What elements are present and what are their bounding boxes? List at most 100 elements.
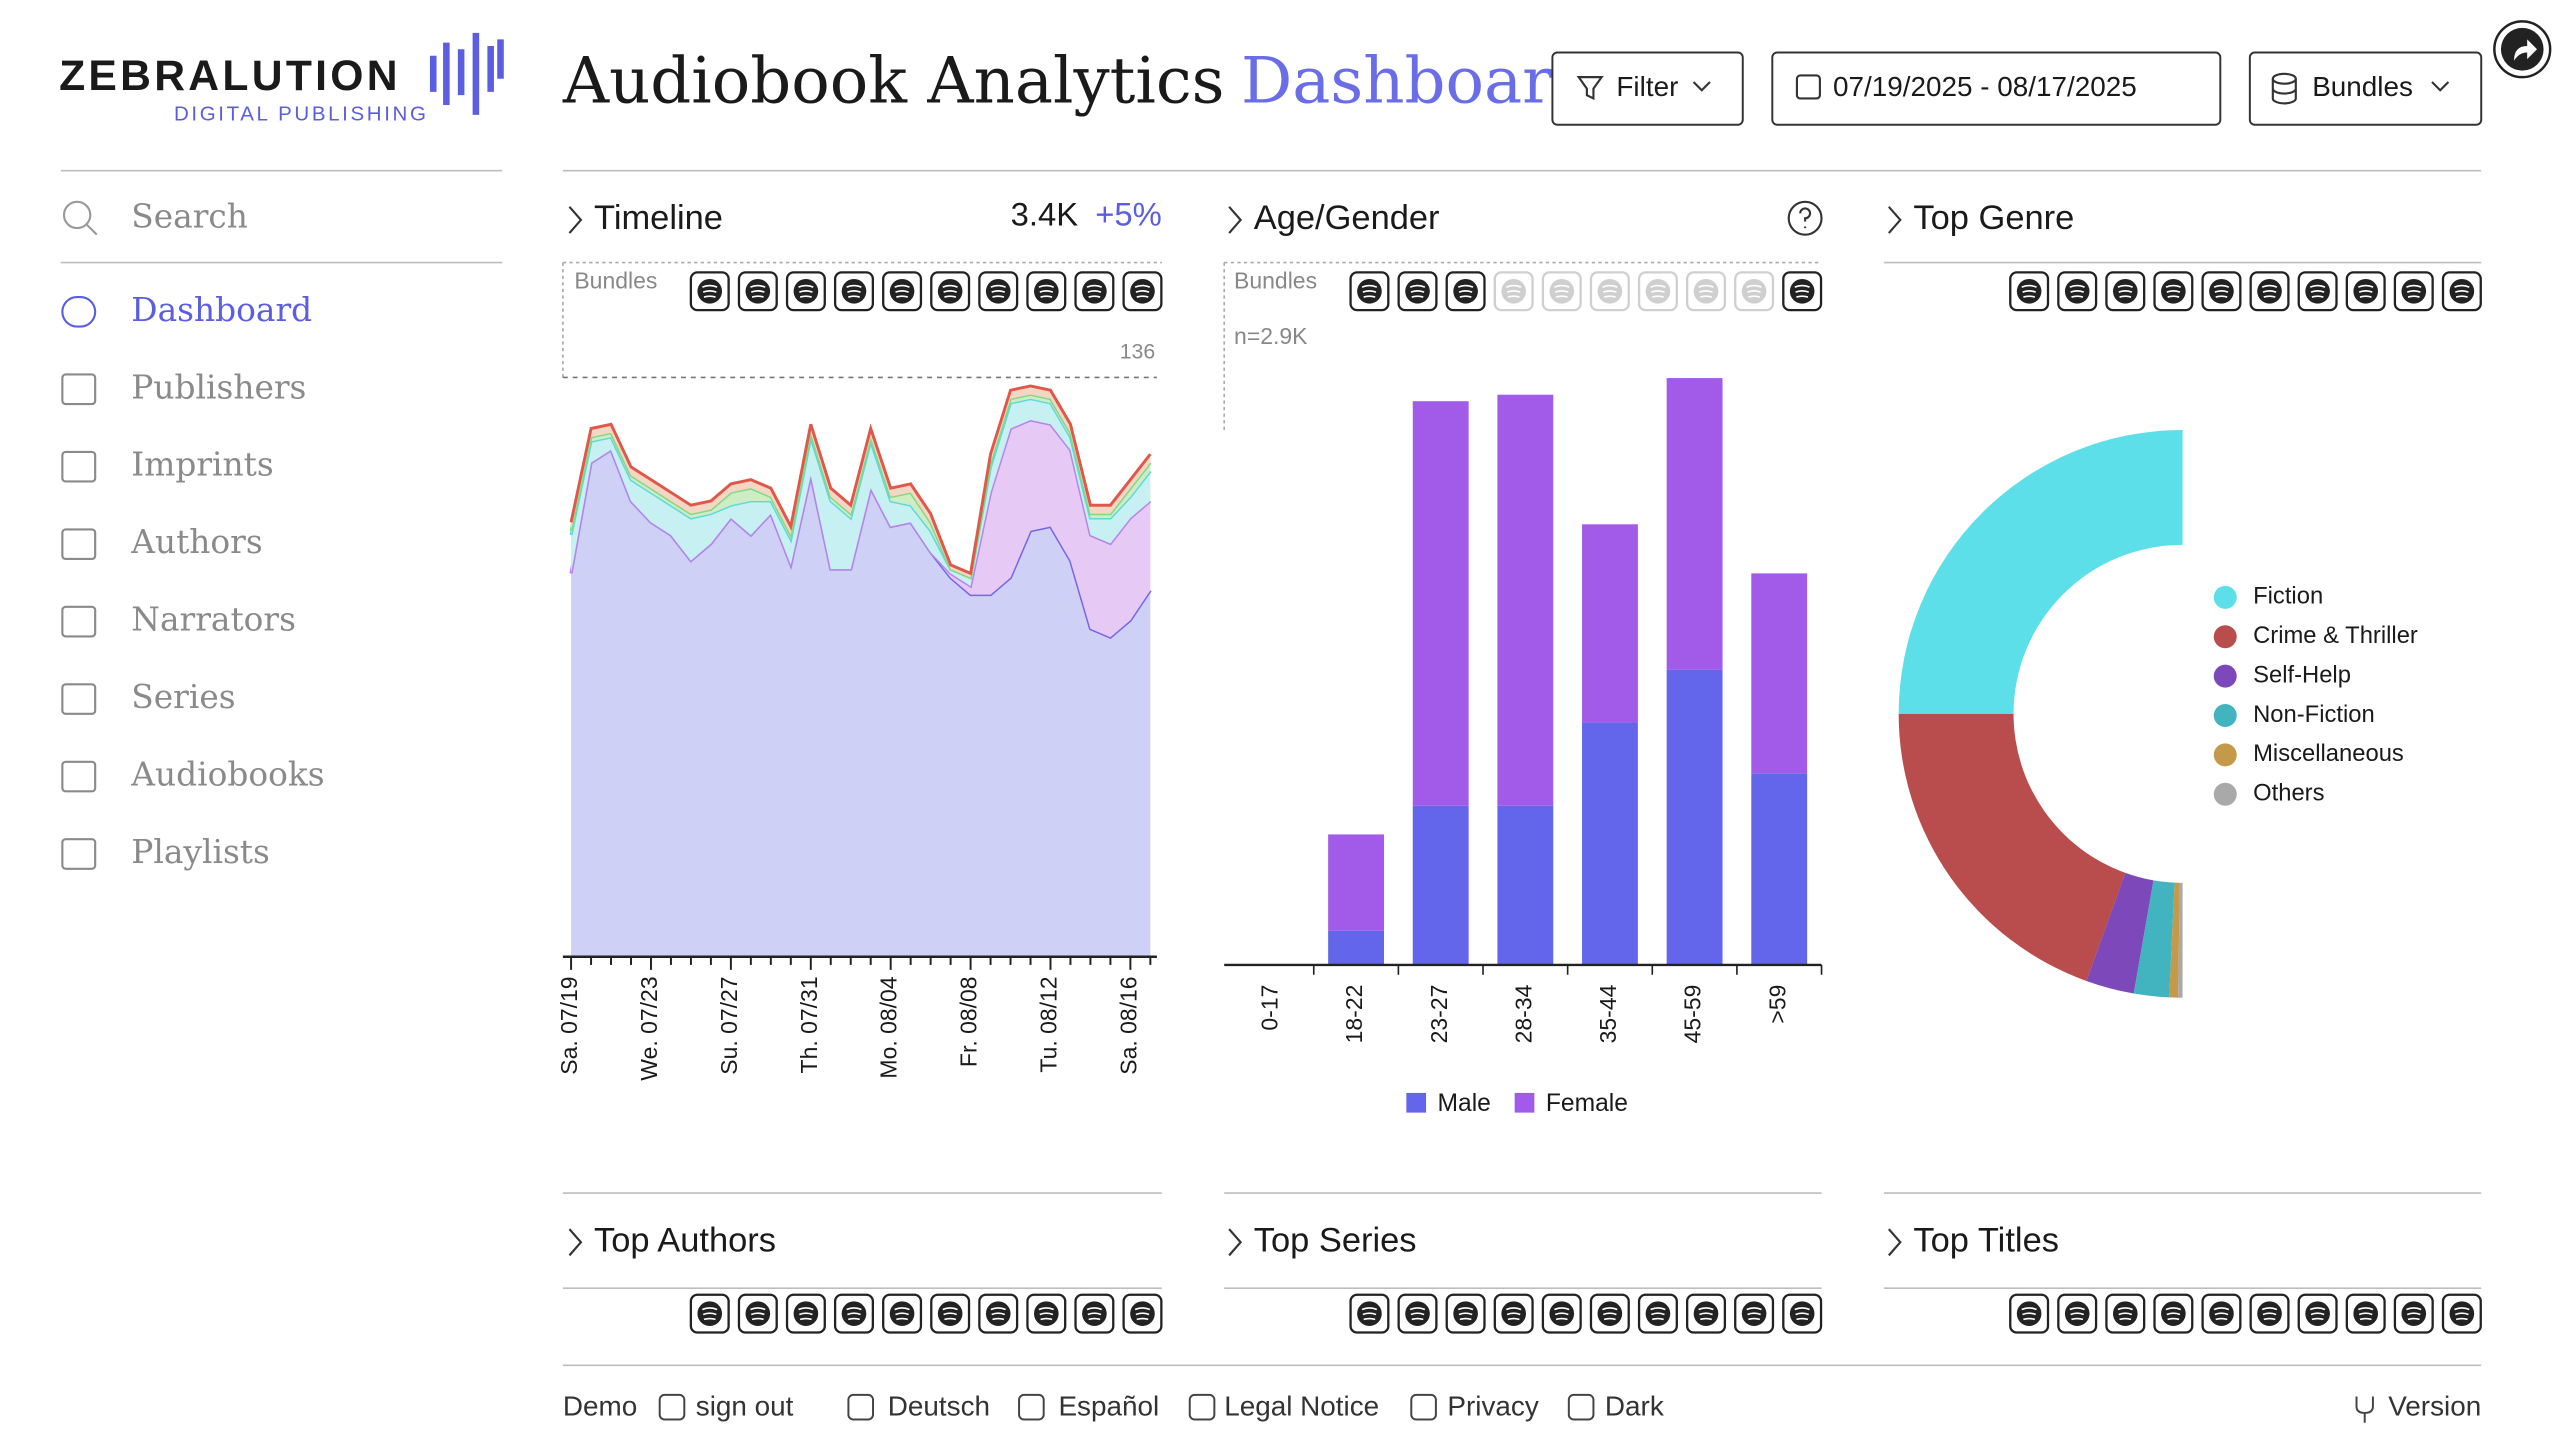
legend-label: Fiction [2253,583,2323,610]
bundle-toggle[interactable] [1445,271,1486,312]
expand-chevron[interactable] [1228,1228,1243,1257]
bundle-toggle[interactable] [1541,271,1582,312]
nav-item[interactable]: Playlists [61,833,270,871]
bundle-toggle[interactable] [1349,271,1390,312]
bundle-toggle[interactable] [737,271,778,312]
bundle-toggle[interactable] [737,1293,778,1334]
bundle-toggle[interactable] [2009,1293,2050,1334]
bundle-toggle[interactable] [1074,271,1115,312]
bundle-toggle[interactable] [2297,1293,2338,1334]
footer-link[interactable]: Español [1018,1390,1159,1421]
bundle-toggle[interactable] [1637,1293,1678,1334]
icon-frame [2057,271,2098,312]
search-input[interactable]: Search [131,197,248,235]
nav-item[interactable]: Dashboard [61,291,312,329]
bundle-toggle[interactable] [2249,1293,2290,1334]
bundle-toggle[interactable] [1397,271,1438,312]
bundle-toggle[interactable] [1734,1293,1775,1334]
bundle-toggle[interactable] [833,271,875,312]
nav-item[interactable]: Narrators [61,601,296,639]
bundle-toggle[interactable] [689,1293,730,1334]
footer-link[interactable]: sign out [658,1390,794,1421]
bundle-toggle[interactable] [1122,1293,1163,1334]
bundle-toggle[interactable] [2105,271,2146,312]
bundle-toggle[interactable] [2105,1293,2146,1334]
bundle-toggle[interactable] [2201,1293,2242,1334]
icon-frame [2009,271,2050,312]
nav-item[interactable]: Authors [61,523,263,561]
bundle-toggle[interactable] [1589,271,1630,312]
icon-frame [930,271,971,312]
icon-frame [1122,1293,1163,1334]
bundle-toggle[interactable] [1349,1293,1390,1334]
icon-glyph [798,1307,814,1321]
bundle-toggle[interactable] [2345,1293,2386,1334]
bundle-toggle[interactable] [2297,271,2338,312]
bundle-toggle[interactable] [1589,1293,1630,1334]
bundle-toggle[interactable] [1122,271,1163,312]
bundle-toggle[interactable] [1026,271,1067,312]
bundle-toggle[interactable] [785,271,826,312]
corner-button[interactable] [2493,20,2552,79]
bar-segment [1582,722,1638,965]
bundle-toggle[interactable] [930,271,971,312]
bundle-toggle[interactable] [1541,1293,1582,1334]
help-icon[interactable] [1787,200,1823,236]
bundle-toggle[interactable] [1397,1293,1438,1334]
bundle-toggle[interactable] [1782,1293,1823,1334]
expand-chevron[interactable] [568,206,583,234]
bundle-toggle[interactable] [882,271,923,312]
bundle-toggle[interactable] [1493,1293,1534,1334]
nav-item[interactable]: Series [61,678,236,716]
legend-label: Crime & Thriller [2253,622,2418,649]
expand-chevron[interactable] [1228,206,1243,234]
bundle-toggle[interactable] [2393,271,2434,312]
nav-item[interactable]: Audiobooks [61,756,325,794]
date-range-button[interactable]: 07/19/2025 - 08/17/2025 [1771,51,2222,126]
bundle-toggle[interactable] [2345,271,2386,312]
bundle-toggle[interactable] [1445,1293,1486,1334]
bundle-toggle[interactable] [1782,271,1823,312]
nav-item[interactable]: Publishers [61,368,306,406]
bundle-toggle[interactable] [2009,271,2050,312]
bundle-toggle[interactable] [2153,271,2194,312]
bundle-toggle[interactable] [833,1293,875,1334]
footer-link[interactable]: Privacy [1410,1390,1539,1421]
icon-frame [833,1293,875,1334]
bundle-toggle[interactable] [2441,1293,2482,1334]
bundle-toggle[interactable] [2393,1293,2434,1334]
bundle-toggle[interactable] [1074,1293,1115,1334]
bundle-toggle[interactable] [1637,271,1678,312]
expand-chevron[interactable] [568,1228,583,1257]
bundle-toggle[interactable] [689,271,730,312]
legend-label: Female [1546,1090,1628,1117]
bundle-toggle[interactable] [1734,271,1775,312]
bundle-toggle[interactable] [978,1293,1019,1334]
footer-link[interactable]: Dark [1567,1390,1664,1421]
footer-link[interactable]: Demo [563,1390,637,1421]
bundle-toggle[interactable] [1493,271,1534,312]
nav-item[interactable]: Imprints [61,446,274,484]
bundle-toggle[interactable] [785,1293,826,1334]
title-accent: Dashboard [1241,44,1594,118]
bundle-toggle[interactable] [2057,271,2098,312]
footer-link[interactable]: Legal Notice [1188,1390,1379,1421]
bundle-toggle[interactable] [978,271,1019,312]
bundle-toggle[interactable] [2057,1293,2098,1334]
bundle-toggle[interactable] [882,1293,923,1334]
filter-button[interactable]: Filter [1551,51,1744,126]
bundle-toggle[interactable] [2441,271,2482,312]
expand-chevron[interactable] [1888,206,1902,234]
bundles-button[interactable]: Bundles [2248,51,2483,126]
bundle-toggle[interactable] [2201,271,2242,312]
expand-chevron[interactable] [1888,1228,1902,1257]
bundle-toggle[interactable] [1026,1293,1067,1334]
bundle-toggle[interactable] [2249,271,2290,312]
bundle-toggle[interactable] [1685,1293,1727,1334]
bundle-toggle[interactable] [930,1293,971,1334]
donut-slice [1898,713,2126,981]
bundle-toggle[interactable] [2153,1293,2194,1334]
footer-link[interactable]: Version [2355,1390,2482,1423]
footer-link[interactable]: Deutsch [847,1390,990,1421]
bundle-toggle[interactable] [1685,271,1727,312]
